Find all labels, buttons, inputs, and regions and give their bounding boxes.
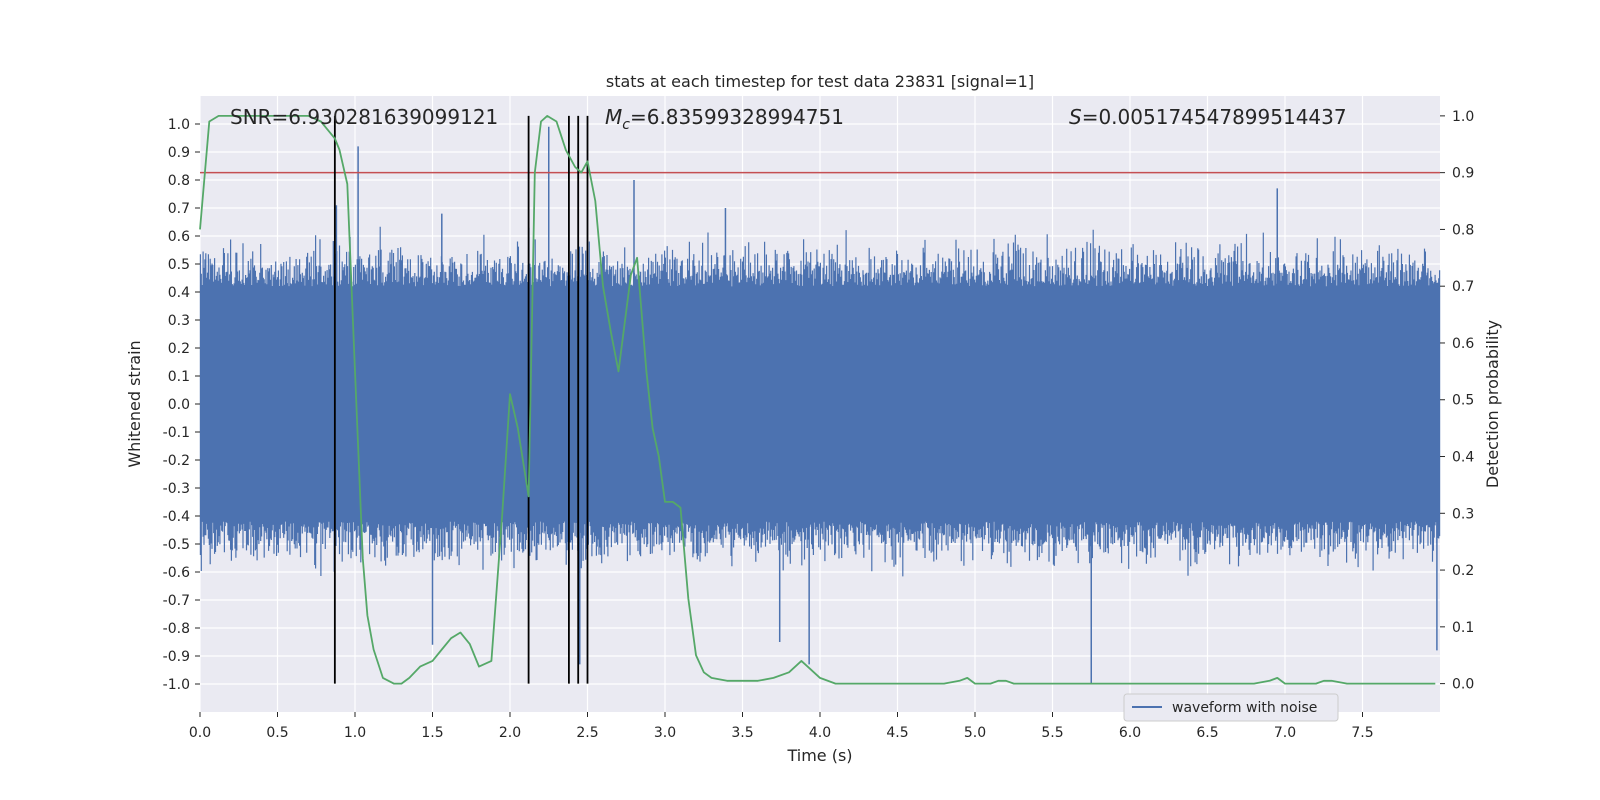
y-tick-label-right: 0.6 bbox=[1452, 336, 1474, 352]
legend-box bbox=[1123, 693, 1339, 722]
y-tick-label-left: -1.0 bbox=[163, 677, 190, 693]
event-markers bbox=[200, 115, 1440, 684]
y-tick-label-left: -0.9 bbox=[163, 649, 190, 665]
y-tick-label-right: 0.3 bbox=[1452, 506, 1474, 522]
s-value: =0.005174547899514437 bbox=[1082, 105, 1347, 129]
y-tick-label-left: 0.6 bbox=[168, 229, 190, 245]
y-tick-label-right: 0.4 bbox=[1452, 450, 1474, 466]
axis-ticks: 0.0 0.5 1.0 1.5 2.0 2.5 3.0 3.5 4.0 4.5 5.0 5.5 6.0 6… bbox=[163, 109, 1475, 741]
detection-probability-line bbox=[199, 115, 1436, 685]
x-tick-label: 7.0 bbox=[1274, 725, 1296, 741]
y-tick-label-left: 0.0 bbox=[168, 397, 190, 413]
snr-ratio-annotation: S=0.005174547899514437 bbox=[1069, 105, 1347, 129]
x-tick-label: 6.5 bbox=[1196, 725, 1218, 741]
y-tick-label-right: 0.9 bbox=[1452, 166, 1474, 182]
chart-title: stats at each timestep for test data 238… bbox=[606, 72, 1034, 91]
x-tick-label: 3.5 bbox=[731, 725, 753, 741]
probability-series bbox=[199, 115, 1436, 685]
y-tick-label-left: 0.2 bbox=[168, 341, 190, 357]
y-tick-label-left: -0.2 bbox=[163, 453, 190, 469]
x-tick-label: 1.5 bbox=[421, 725, 443, 741]
waveform-series bbox=[199, 126, 1441, 684]
y-tick-label-left: 0.3 bbox=[168, 313, 190, 329]
chirp-mass-subscript: c bbox=[622, 117, 630, 133]
y-tick-label-left: 1.0 bbox=[168, 117, 190, 133]
y-tick-label-left: -0.3 bbox=[163, 481, 190, 497]
y-tick-label-right: 0.0 bbox=[1452, 677, 1474, 693]
x-tick-label: 4.0 bbox=[809, 725, 831, 741]
y-tick-label-right: 0.7 bbox=[1452, 279, 1474, 295]
y-tick-label-left: -0.7 bbox=[163, 593, 190, 609]
x-tick-label: 5.5 bbox=[1041, 725, 1063, 741]
legend: waveform with noise bbox=[1123, 693, 1339, 722]
chirp-mass-value: =6.83599328994751 bbox=[630, 105, 844, 129]
y-tick-label-left: -0.4 bbox=[163, 509, 190, 525]
x-tick-label: 0.5 bbox=[266, 725, 288, 741]
x-tick-label: 2.5 bbox=[576, 725, 598, 741]
snr-annotation: SNR=6.930281639099121 bbox=[230, 105, 498, 129]
y-tick-label-left: -0.8 bbox=[163, 621, 190, 637]
x-tick-label: 2.0 bbox=[499, 725, 521, 741]
y-tick-label-right: 0.8 bbox=[1452, 222, 1474, 238]
y-tick-label-left: 0.4 bbox=[168, 285, 190, 301]
x-tick-label: 3.0 bbox=[654, 725, 676, 741]
x-tick-label: 7.5 bbox=[1351, 725, 1373, 741]
y-tick-label-right: 1.0 bbox=[1452, 109, 1474, 125]
x-tick-label: 0.0 bbox=[189, 725, 211, 741]
y-tick-label-left: -0.6 bbox=[163, 565, 190, 581]
y-tick-label-left: 0.1 bbox=[168, 369, 190, 385]
y-axis-label-left: Whitened strain bbox=[125, 340, 144, 467]
x-tick-label: 6.0 bbox=[1119, 725, 1141, 741]
chirp-mass-symbol: M bbox=[605, 105, 622, 129]
x-tick-label: 4.5 bbox=[886, 725, 908, 741]
x-tick-label: 1.0 bbox=[344, 725, 366, 741]
y-tick-label-left: 0.8 bbox=[168, 173, 190, 189]
y-tick-label-right: 0.5 bbox=[1452, 393, 1474, 409]
s-symbol: S bbox=[1069, 105, 1082, 129]
y-tick-label-left: -0.1 bbox=[163, 425, 190, 441]
y-tick-label-right: 0.1 bbox=[1452, 620, 1474, 636]
x-axis-label: Time (s) bbox=[786, 746, 852, 765]
legend-label: waveform with noise bbox=[1172, 700, 1317, 716]
y-tick-label-left: -0.5 bbox=[163, 537, 190, 553]
chirp-mass-annotation: Mc=6.83599328994751 bbox=[605, 105, 844, 133]
y-axis-label-right: Detection probability bbox=[1483, 320, 1502, 488]
y-tick-label-left: 0.5 bbox=[168, 257, 190, 273]
waveform-line bbox=[199, 226, 1441, 577]
y-tick-label-left: 0.7 bbox=[168, 201, 190, 217]
y-tick-label-right: 0.2 bbox=[1452, 563, 1474, 579]
x-tick-label: 5.0 bbox=[964, 725, 986, 741]
y-tick-label-left: 0.9 bbox=[168, 145, 190, 161]
